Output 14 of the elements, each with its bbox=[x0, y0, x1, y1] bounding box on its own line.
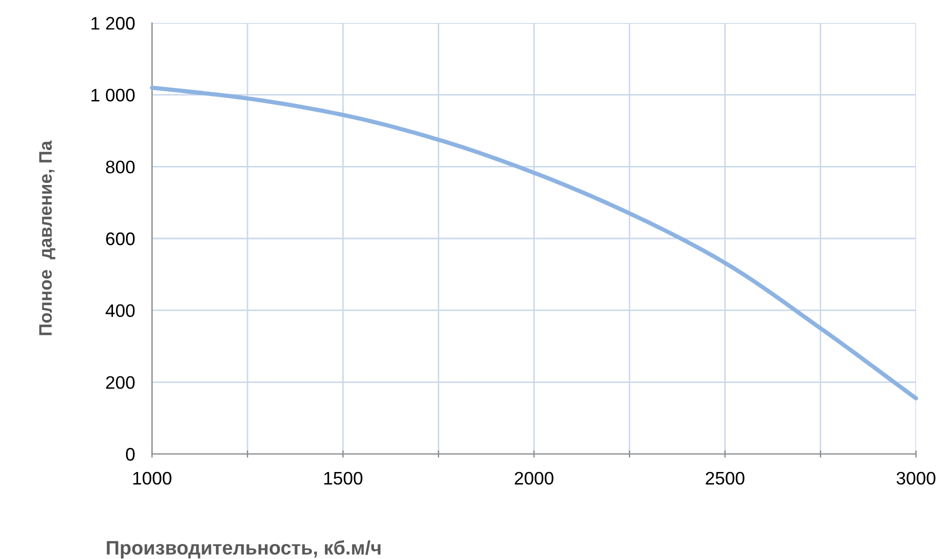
x-tick-label: 1000 bbox=[133, 472, 172, 485]
x-tick-label: 2000 bbox=[514, 472, 554, 485]
y-axis-title: Полное давление, Па bbox=[39, 140, 56, 336]
y-tick-label: 0 bbox=[126, 448, 135, 461]
y-tick-label: 1 200 bbox=[92, 16, 135, 30]
y-tick-label: 200 bbox=[106, 376, 135, 389]
x-tick-label: 2500 bbox=[706, 472, 744, 485]
x-axis-title: Производительность, кб.м/ч bbox=[106, 540, 380, 558]
y-tick-label: 1 000 bbox=[92, 88, 135, 102]
y-tick-label: 400 bbox=[106, 304, 135, 318]
y-tick-label: 800 bbox=[106, 160, 135, 174]
y-tick-label: 600 bbox=[106, 232, 135, 246]
x-tick-label: 1500 bbox=[324, 472, 362, 485]
x-tick-label: 3000 bbox=[896, 472, 936, 485]
